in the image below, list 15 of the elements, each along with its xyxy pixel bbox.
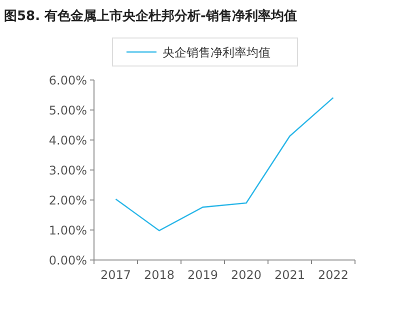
y-tick-label: 5.00% [48,104,87,118]
x-tick-label: 2022 [318,268,349,282]
y-tick-label: 3.00% [48,164,87,178]
x-tick-label: 2018 [144,268,175,282]
y-tick-label: 1.00% [48,224,87,238]
x-tick-label: 2020 [230,268,262,282]
y-tick-label: 0.00% [48,254,87,268]
title: 图58. 有色金属上市央企杜邦分析-销售净利率均值 [4,9,297,24]
y-tick-label: 4.00% [48,134,87,148]
x-tick-label: 2021 [274,268,306,282]
y-tick-label: 6.00% [48,74,87,88]
y-tick-label: 2.00% [48,194,87,208]
legend-label: 央企销售净利率均值 [162,46,270,60]
x-tick-label: 2019 [187,268,218,282]
x-tick-label: 2017 [100,268,132,282]
